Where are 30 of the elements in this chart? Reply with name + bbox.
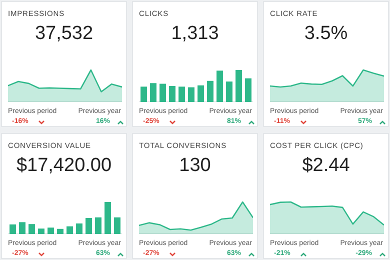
chart-subtitle: $17,420.00 [15, 155, 113, 177]
chart-subtitle: 37,532 [34, 23, 94, 45]
bar [140, 86, 147, 102]
bar [216, 70, 223, 102]
bar [207, 80, 214, 102]
bar [95, 217, 102, 234]
bar [114, 217, 120, 234]
chart-subtitle: $2.44 [301, 155, 351, 177]
bar [86, 218, 92, 234]
bar [160, 84, 166, 102]
bar [226, 82, 232, 102]
bar [198, 85, 204, 102]
bar [66, 226, 73, 234]
chart-subtitle: 3.5% [303, 23, 349, 45]
bar [150, 83, 156, 102]
bar [19, 222, 26, 234]
bar [188, 87, 194, 102]
bar [169, 86, 176, 102]
bar [178, 86, 185, 102]
bar [38, 228, 44, 234]
bar [57, 228, 64, 234]
bar [104, 202, 111, 234]
bar [245, 78, 252, 102]
bar [76, 223, 82, 234]
bar [28, 224, 35, 234]
bar [48, 228, 54, 234]
chart-subtitle: 130 [178, 155, 212, 177]
chart-subtitle: 1,313 [170, 23, 220, 45]
bar [10, 224, 16, 234]
bar [236, 70, 242, 102]
